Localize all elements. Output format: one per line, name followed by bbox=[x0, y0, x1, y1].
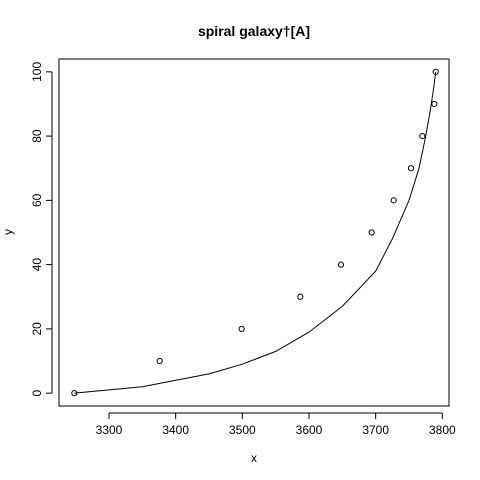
fit-curve bbox=[74, 71, 437, 394]
x-tick-label: 3600 bbox=[296, 423, 323, 437]
y-tick-label: 20 bbox=[30, 322, 44, 336]
x-tick-label: 3500 bbox=[229, 423, 256, 437]
plot-frame bbox=[58, 58, 450, 407]
x-axis: 3300 3400 3500 3600 3700 3800 bbox=[96, 412, 456, 437]
y-tick-label: 60 bbox=[30, 193, 44, 207]
x-tick-label: 3400 bbox=[162, 423, 189, 437]
y-tick-label: 80 bbox=[30, 129, 44, 143]
y-tick-label: 100 bbox=[30, 62, 44, 82]
x-tick-label: 3800 bbox=[429, 423, 456, 437]
data-point bbox=[431, 100, 438, 108]
x-axis-label: x bbox=[251, 451, 257, 465]
data-point bbox=[238, 325, 245, 332]
y-tick-label: 40 bbox=[30, 258, 44, 272]
series-layer bbox=[71, 68, 439, 397]
x-tick-label: 3700 bbox=[362, 423, 389, 437]
y-axis: 0 20 40 60 80 100 bbox=[30, 62, 53, 396]
data-point bbox=[407, 165, 415, 172]
data-point bbox=[368, 229, 375, 236]
data-point bbox=[337, 261, 345, 268]
data-point bbox=[297, 293, 304, 300]
chart-title: spiral galaxy†[A] bbox=[198, 23, 310, 39]
y-axis-label: y bbox=[1, 229, 15, 235]
y-tick-label: 0 bbox=[30, 389, 44, 396]
x-tick-label: 3300 bbox=[96, 423, 123, 437]
data-point bbox=[156, 357, 163, 365]
data-point bbox=[419, 133, 426, 140]
data-point bbox=[390, 197, 397, 204]
